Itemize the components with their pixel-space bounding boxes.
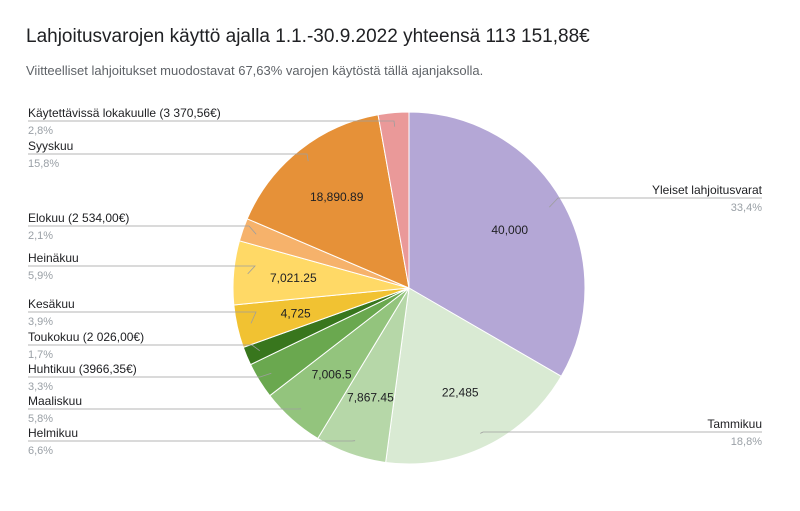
value-label-tammikuu: 22,485 [442,385,479,399]
slice-label-kesakuu: Kesäkuu [28,297,75,311]
slice-percent-huhtikuu-3966-35: 3,3% [28,381,53,393]
value-label-maaliskuu: 7,006.5 [312,368,352,382]
slice-percent-tammikuu: 18,8% [731,436,762,448]
slice-label-huhtikuu-3966-35: Huhtikuu (3966,35€) [28,362,137,376]
leader-line-kaytettavissa-lokakuulle-3-370-56 [28,120,396,127]
slice-label-elokuu-2-534-00: Elokuu (2 534,00€) [28,211,129,225]
pie-slice-syyskuu [246,114,410,289]
pie-slice-yleiset-lahjoitusvarat [408,111,586,377]
slice-label-heinakuu: Heinäkuu [28,251,79,265]
leader-line-huhtikuu-3966-35 [28,372,272,378]
slice-percent-kaytettavissa-lokakuulle-3-370-56: 2,8% [28,125,53,137]
chart-subtitle: Viitteelliset lahjoitukset muodostavat 6… [26,63,484,78]
slice-percent-toukokuu-2-026-00: 1,7% [28,349,53,361]
slice-percent-elokuu-2-534-00: 2,1% [28,230,53,242]
leader-line-heinakuu [28,265,256,275]
value-label-heinakuu: 7,021.25 [270,271,317,285]
value-label-syyskuu: 18,890.89 [310,190,364,204]
chart-title: Lahjoitusvarojen käyttö ajalla 1.1.-30.9… [26,26,590,47]
pie-slice-kaytettavissa-lokakuulle-3-370-56 [377,111,410,289]
value-label-helmikuu: 7,867.45 [347,391,394,405]
slice-label-syyskuu: Syyskuu [28,139,73,153]
slice-label-yleiset-lahjoitusvarat: Yleiset lahjoitusvarat [652,183,763,197]
slice-percent-syyskuu: 15,8% [28,158,59,170]
slice-label-maaliskuu: Maaliskuu [28,394,82,408]
slice-percent-yleiset-lahjoitusvarat: 33,4% [731,202,762,214]
leader-line-kesakuu [28,311,257,324]
value-label-yleiset-lahjoitusvarat: 40,000 [491,223,528,237]
slice-percent-maaliskuu: 5,8% [28,413,53,425]
pie-slice-tammikuu [385,287,562,465]
slice-percent-helmikuu: 6,6% [28,445,53,457]
leader-line-yleiset-lahjoitusvarat [549,197,762,208]
slice-label-toukokuu-2-026-00: Toukokuu (2 026,00€) [28,330,144,344]
slice-label-kaytettavissa-lokakuulle-3-370-56: Käytettävissä lokakuulle (3 370,56€) [28,106,221,120]
slice-percent-heinakuu: 5,9% [28,270,53,282]
leader-line-tammikuu [480,431,762,434]
leader-line-syyskuu [28,153,309,162]
slice-label-tammikuu: Tammikuu [707,417,762,431]
value-label-kesakuu: 4,725 [281,306,311,320]
leader-line-toukokuu-2-026-00 [28,344,260,352]
leader-line-elokuu-2-534-00 [28,225,257,235]
slice-label-helmikuu: Helmikuu [28,426,78,440]
slice-percent-kesakuu: 3,9% [28,316,53,328]
